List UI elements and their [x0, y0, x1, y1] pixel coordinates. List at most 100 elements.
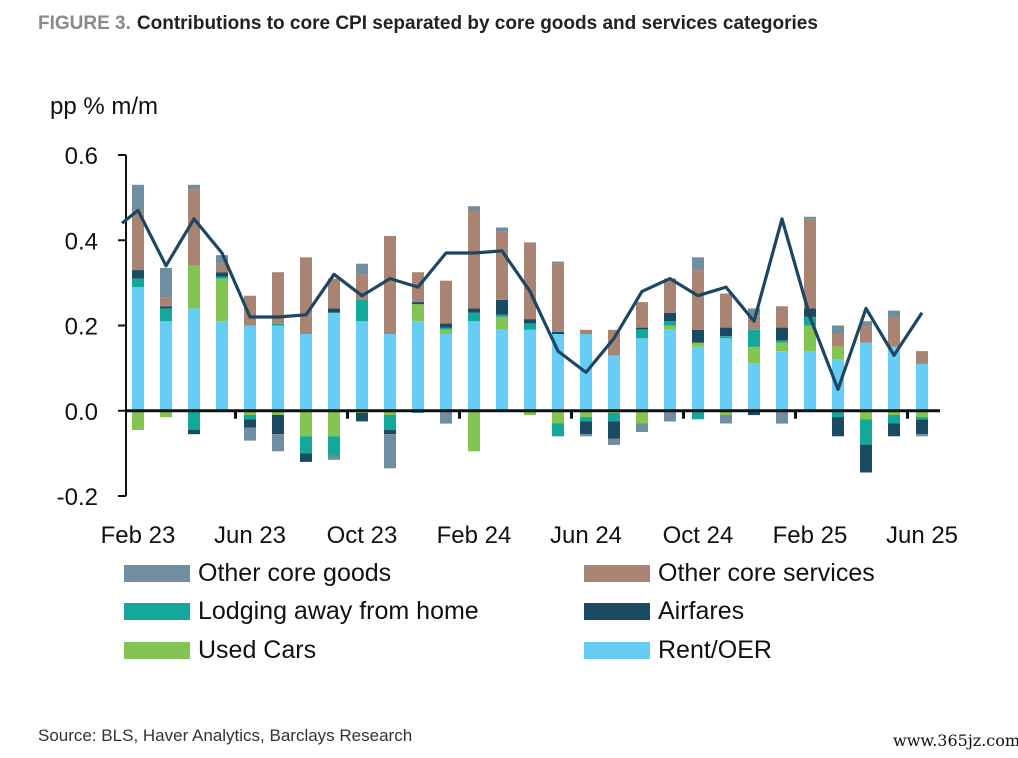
bar-segment-used_cars-mar-25: [832, 346, 844, 360]
figure-title: FIGURE 3. Contributions to core CPI separ…: [38, 13, 818, 35]
bar-segment-other_core_goods-apr-23: [188, 184, 200, 190]
bar-segment-rent_oer-sep-24: [664, 329, 676, 411]
legend-label: Airfares: [658, 596, 745, 625]
bar-segment-airfares-jul-23: [272, 415, 284, 435]
legend-label: Other core services: [658, 558, 875, 587]
y-tick-label: 0.0: [65, 399, 98, 426]
bar-segment-other_core_services-jun-24: [580, 329, 592, 335]
bar-segment-used_cars-jun-23: [244, 410, 256, 416]
bar-segment-lodging-sep-23: [328, 436, 340, 456]
bar-segment-other_core_services-may-23: [216, 263, 228, 273]
legend-item-other_core_services: Other core services: [584, 558, 875, 588]
y-tick-label: -0.2: [57, 484, 98, 511]
bar-segment-airfares-feb-23: [132, 270, 144, 279]
legend-swatch: [584, 641, 650, 659]
bar-segment-airfares-jun-24: [580, 421, 592, 435]
bar-segment-used_cars-nov-24: [720, 410, 732, 416]
legend-item-used_cars: Used Cars: [124, 635, 316, 665]
bar-segment-other_core_services-jan-24: [440, 280, 452, 324]
bar-segment-rent_oer-jul-24: [608, 355, 620, 411]
bar-segment-rent_oer-nov-23: [384, 334, 396, 411]
bar-segment-other_core_goods-jun-23: [244, 427, 256, 441]
bar-segment-other_core_services-apr-25: [860, 325, 872, 343]
bar-segment-rent_oer-feb-25: [804, 351, 816, 411]
bar-segment-airfares-jun-25: [916, 419, 928, 435]
bar-segment-rent_oer-jan-24: [440, 334, 452, 411]
bar-segment-lodging-may-25: [888, 415, 900, 424]
tick-labels-layer: -0.2 0.0 0.2 0.4 0.6 Feb 23 Jun 23 Oct 23 Feb 24…: [57, 143, 958, 549]
bar-segment-rent_oer-jun-23: [244, 325, 256, 411]
bar-segment-other_core_goods-oct-24: [692, 257, 704, 271]
bar-segment-used_cars-aug-24: [636, 410, 648, 424]
x-tick-label: Feb 25: [773, 522, 848, 549]
bar-segment-used_cars-jul-23: [272, 410, 284, 416]
bar-segment-airfares-apr-25: [860, 444, 872, 473]
bar-segment-lodging-apr-24: [524, 323, 536, 330]
bar-segment-lodging-apr-23: [188, 410, 200, 430]
bar-segment-used_cars-mar-23: [160, 410, 172, 418]
source-note: Source: BLS, Haver Analytics, Barclays R…: [38, 726, 413, 745]
bar-segment-airfares-apr-24: [524, 319, 536, 324]
bar-segment-other_core_services-jan-25: [776, 306, 788, 328]
bar-segment-other_core_services-mar-24: [496, 231, 508, 300]
bar-segment-lodging-apr-25: [860, 419, 872, 445]
bar-segment-other_core_goods-may-25: [888, 310, 900, 317]
bar-segment-lodging-dec-24: [748, 329, 760, 347]
bar-segment-airfares-mar-25: [832, 417, 844, 437]
bar-segment-other_core_goods-nov-23: [384, 434, 396, 469]
bar-segment-used_cars-feb-24: [468, 410, 480, 452]
bar-segment-used_cars-apr-24: [524, 410, 536, 416]
bar-segment-lodging-jun-24: [580, 417, 592, 422]
bar-segment-lodging-mar-24: [496, 314, 508, 317]
legend-item-rent_oer: Rent/OER: [584, 635, 772, 665]
bars-layer: [132, 184, 928, 473]
bar-segment-other_core_goods-feb-23: [132, 184, 144, 211]
bar-segment-other_core_goods-jul-23: [272, 434, 284, 452]
bar-segment-airfares-nov-23: [384, 429, 396, 435]
bar-segment-used_cars-apr-25: [860, 410, 872, 420]
legend-swatch: [124, 564, 190, 582]
bar-segment-airfares-oct-23: [356, 412, 368, 422]
bar-segment-airfares-jan-24: [440, 323, 452, 328]
bar-segment-rent_oer-apr-25: [860, 342, 872, 411]
bar-segment-lodging-aug-24: [636, 329, 648, 339]
bar-segment-lodging-sep-24: [664, 321, 676, 326]
bar-segment-other_core_goods-jun-25: [916, 434, 928, 437]
axes-layer: [118, 154, 940, 497]
y-tick-label: 0.4: [65, 228, 98, 255]
bar-segment-other_core_services-mar-25: [832, 334, 844, 347]
legend-swatch: [584, 564, 650, 582]
legend-swatch: [124, 641, 190, 659]
bar-segment-other_core_goods-mar-24: [496, 227, 508, 232]
bar-segment-other_core_services-feb-23: [132, 210, 144, 271]
bar-segment-used_cars-jun-25: [916, 410, 928, 418]
bar-segment-rent_oer-sep-23: [328, 312, 340, 411]
bar-segment-lodging-jul-24: [608, 412, 620, 422]
bar-segment-airfares-may-23: [216, 272, 228, 277]
bar-segment-used_cars-dec-24: [748, 346, 760, 364]
bar-segment-other_core_services-apr-23: [188, 189, 200, 266]
bar-segment-used_cars-feb-25: [804, 325, 816, 352]
bar-segment-lodging-mar-23: [160, 308, 172, 322]
bar-segment-used_cars-feb-23: [132, 410, 144, 430]
bar-segment-other_core_services-apr-24: [524, 242, 536, 320]
bar-segment-lodging-may-24: [552, 423, 564, 437]
bar-segment-other_core_services-feb-24: [468, 210, 480, 309]
stacked-bar-line-chart: -0.2 0.0 0.2 0.4 0.6 Feb 23 Jun 23 Oct 23 Feb 24…: [57, 143, 958, 549]
x-tick-label: Jun 24: [550, 522, 622, 549]
watermark: www.365jz.com: [893, 731, 1018, 750]
bar-segment-lodging-nov-23: [384, 415, 396, 430]
bar-segment-lodging-jan-24: [440, 327, 452, 330]
bar-segment-lodging-jul-23: [272, 323, 284, 326]
bar-segment-airfares-may-24: [552, 331, 564, 334]
bar-segment-lodging-oct-24: [692, 410, 704, 420]
bar-segment-other_core_goods-oct-23: [356, 263, 368, 275]
bar-segment-used_cars-dec-23: [412, 304, 424, 322]
bar-segment-rent_oer-jan-25: [776, 351, 788, 411]
bar-segment-other_core_services-sep-23: [328, 278, 340, 309]
bar-segment-other_core_goods-may-23: [216, 255, 228, 264]
bar-segment-other_core_goods-jul-24: [608, 438, 620, 445]
bar-segment-other_core_goods-sep-24: [664, 410, 676, 422]
bar-segment-other_core_services-sep-24: [664, 278, 676, 313]
core-cpi-line: [121, 208, 924, 391]
